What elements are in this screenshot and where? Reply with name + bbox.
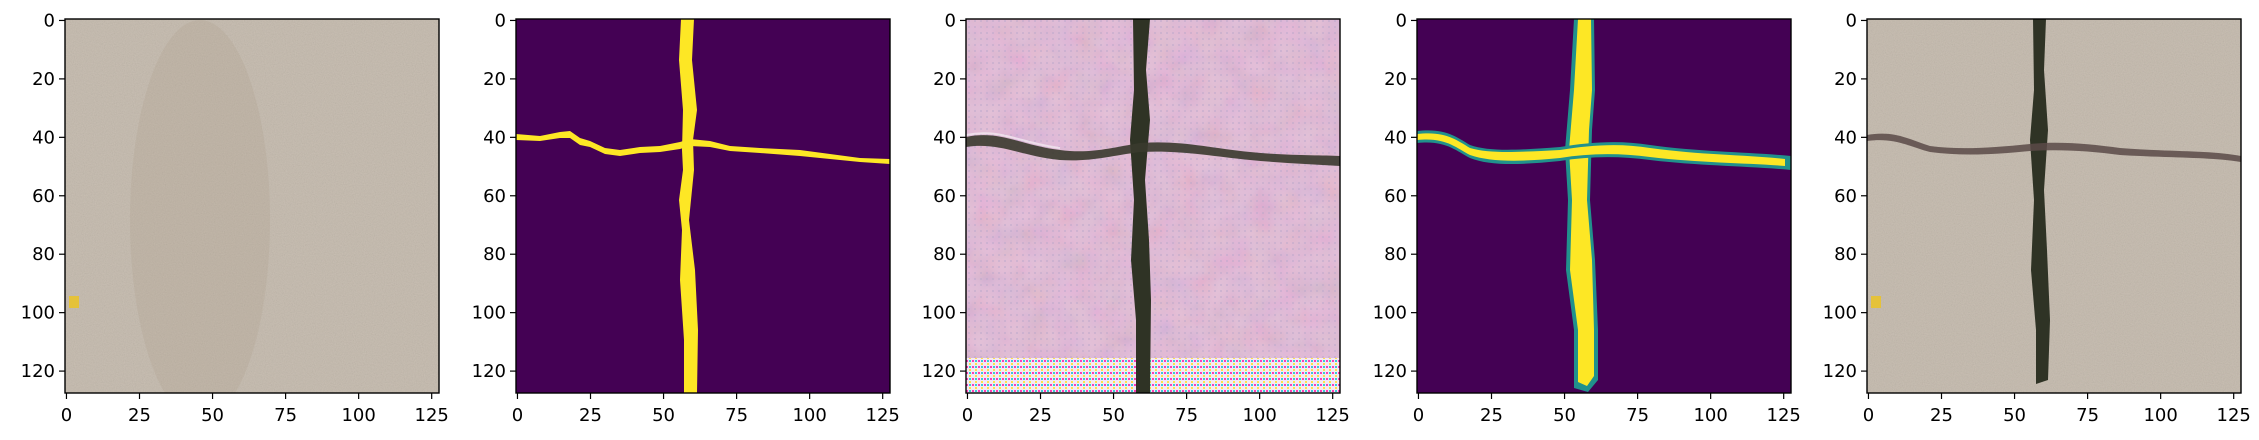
y-tick-label: 40	[1384, 127, 1407, 148]
x-tick-label: 75	[2076, 405, 2099, 426]
x-tick-label: 75	[274, 405, 297, 426]
y-tick-label: 120	[1373, 361, 1407, 382]
y-tick-label: 80	[483, 244, 506, 265]
y-tick-label: 40	[483, 127, 506, 148]
y-tick-label: 100	[472, 303, 506, 324]
axes-crack-mask: 0 25 50 75 100 125 0 20 40 60 80 100 120	[472, 10, 900, 426]
composite-horizontal-crack	[1867, 133, 2241, 162]
x-tick-label: 25	[128, 405, 151, 426]
x-tick-label: 100	[341, 405, 375, 426]
axes-frame	[965, 18, 1341, 394]
y-tick-label: 100	[922, 303, 956, 324]
x-tick-label: 25	[1029, 405, 1052, 426]
axes-concrete-photo: 0 25 50 75 100 125 0 20 40 60 80 100 120	[21, 10, 449, 426]
x-tick-label: 0	[512, 405, 523, 426]
y-tick-label: 0	[495, 10, 506, 31]
composite-yellow-speck	[1871, 296, 1881, 308]
y-tick-label: 80	[32, 244, 55, 265]
y-tick-label: 80	[1834, 244, 1857, 265]
x-tick-label: 0	[1863, 405, 1874, 426]
x-tick-label: 125	[866, 405, 900, 426]
x-tick-label: 50	[1553, 405, 1576, 426]
y-tick-label: 20	[1834, 69, 1857, 90]
x-tick-label: 125	[2217, 405, 2251, 426]
y-tick-label: 100	[1373, 303, 1407, 324]
y-tick-label: 0	[1396, 10, 1407, 31]
x-tick-label: 125	[1767, 405, 1801, 426]
x-tick-label: 0	[61, 405, 72, 426]
concrete-texture	[65, 19, 439, 393]
x-tick-label: 100	[2143, 405, 2177, 426]
y-tick-label: 0	[945, 10, 956, 31]
generated-vertical-crack	[1130, 19, 1151, 393]
y-tick-label: 40	[1834, 127, 1857, 148]
y-tick-label: 100	[21, 303, 55, 324]
axes-frame	[64, 18, 440, 394]
panel-predicted-crack-mask	[1417, 19, 1791, 393]
composite-vertical-crack	[2030, 19, 2050, 384]
horizontal-crack	[516, 131, 890, 164]
x-tick-label: 0	[962, 405, 973, 426]
y-tick-label: 120	[472, 361, 506, 382]
y-tick-label: 60	[1834, 186, 1857, 207]
checker-artifact-band	[966, 358, 1340, 393]
y-tick-label: 60	[32, 186, 55, 207]
y-tick-label: 100	[1823, 303, 1857, 324]
x-tick-label: 75	[1626, 405, 1649, 426]
soft-vertical-crack	[1569, 19, 1594, 386]
axes-frame	[1416, 18, 1792, 394]
x-tick-label: 50	[2003, 405, 2026, 426]
axes-predicted-crack-mask: 0 25 50 75 100 125 0 20 40 60 80 100 120	[1373, 10, 1801, 426]
x-tick-label: 75	[1175, 405, 1198, 426]
x-tick-label: 75	[725, 405, 748, 426]
yellow-speck	[69, 296, 79, 308]
x-tick-label: 125	[1316, 405, 1350, 426]
y-tick-label: 80	[1384, 244, 1407, 265]
y-tick-label: 20	[933, 69, 956, 90]
y-tick-label: 0	[44, 10, 55, 31]
x-tick-label: 100	[1242, 405, 1276, 426]
x-tick-label: 25	[1930, 405, 1953, 426]
axes-composited-crack-photo: 0 25 50 75 100 125 0 20 40 60 80 100 120	[1823, 10, 2251, 426]
y-tick-label: 120	[922, 361, 956, 382]
y-tick-label: 20	[1384, 69, 1407, 90]
x-tick-label: 50	[1102, 405, 1125, 426]
y-tick-label: 60	[1384, 186, 1407, 207]
y-tick-label: 20	[32, 69, 55, 90]
vertical-crack	[679, 19, 698, 393]
x-tick-label: 0	[1413, 405, 1424, 426]
y-tick-label: 40	[933, 127, 956, 148]
panel-concrete-photo	[65, 19, 439, 393]
panel-crack-mask	[516, 19, 890, 393]
y-tick-label: 120	[21, 361, 55, 382]
y-tick-label: 80	[933, 244, 956, 265]
x-tick-label: 25	[1480, 405, 1503, 426]
y-tick-label: 60	[933, 186, 956, 207]
y-tick-label: 120	[1823, 361, 1857, 382]
panel-composited-crack-photo	[1867, 19, 2241, 393]
y-tick-label: 0	[1846, 10, 1857, 31]
y-tick-label: 20	[483, 69, 506, 90]
x-tick-label: 125	[415, 405, 449, 426]
x-tick-label: 50	[201, 405, 224, 426]
axes-generated-crack-image: 0 25 50 75 100 125 0 20 40 60 80 100 120	[922, 10, 1350, 426]
x-tick-label: 100	[1693, 405, 1727, 426]
x-tick-label: 25	[579, 405, 602, 426]
x-tick-label: 50	[652, 405, 675, 426]
panel-generated-crack-image	[966, 19, 1340, 393]
axes-frame	[1866, 18, 2242, 394]
x-tick-label: 100	[792, 405, 826, 426]
y-tick-label: 40	[32, 127, 55, 148]
soft-horizontal-crack	[1417, 133, 1785, 166]
y-tick-label: 60	[483, 186, 506, 207]
generated-horizontal-crack	[966, 135, 1340, 166]
axes-frame	[515, 18, 891, 394]
